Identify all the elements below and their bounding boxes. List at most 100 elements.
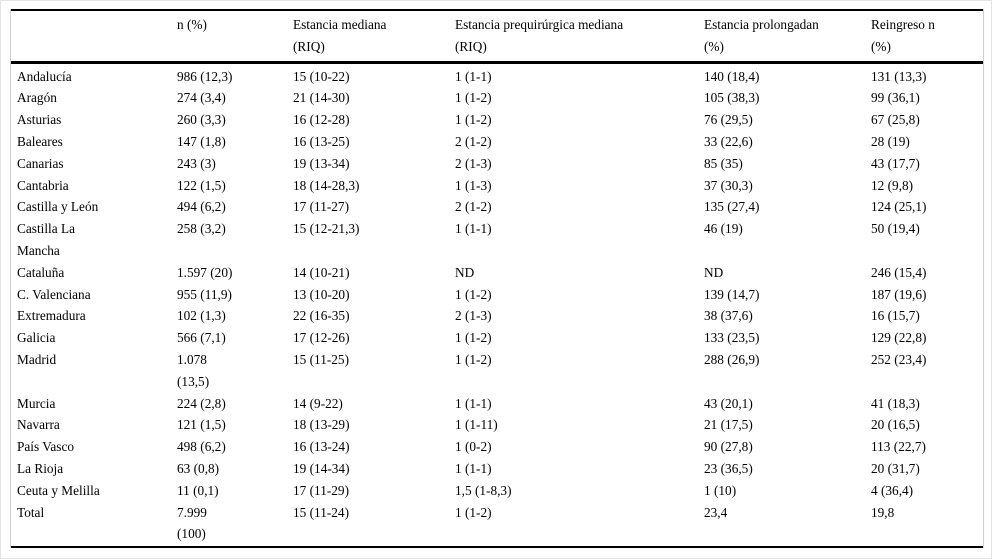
data-cell: 15 (10-22) (293, 68, 350, 84)
table-row: Total 7.999 (100) 15 (11-24) 1 (1-2) 23,4 19,… (11, 501, 983, 549)
data-cell: 1 (1-3) (455, 177, 492, 193)
data-cell: 124 (25,1) (871, 199, 927, 215)
data-cell: 28 (19) (871, 133, 910, 149)
region-cell: Andalucía (17, 68, 72, 84)
column-header-estancia-prequirurgica: Estancia prequirúrgica mediana (RIQ) (449, 8, 698, 64)
region-cell: Madrid (17, 351, 57, 367)
data-cell: 21 (14-30) (293, 90, 350, 106)
data-cell: 14 (9-22) (293, 395, 343, 411)
data-cell: 147 (1,8) (177, 133, 226, 149)
data-cell: 133 (23,5) (704, 330, 760, 346)
data-cell: 498 (6,2) (177, 439, 226, 455)
data-cell: 15 (11-24) (287, 501, 449, 549)
data-cell: 224 (2,8) (177, 395, 226, 411)
data-cell: 1 (1-2) (455, 351, 492, 367)
column-header-estancia-mediana: Estancia mediana (RIQ) (287, 8, 449, 64)
regional-stay-table: n (%) Estancia mediana (RIQ) Estancia pr… (11, 8, 983, 549)
column-header-region (11, 8, 171, 64)
table-row: C. Valenciana 955 (11,9) 13 (10-20) 1 (1-2)… (11, 284, 983, 306)
data-cell: 14 (10-21) (293, 264, 350, 280)
region-cell: País Vasco (17, 439, 75, 455)
data-cell: 37 (30,3) (704, 177, 753, 193)
data-cell: 46 (19) (704, 221, 743, 237)
region-cell: Galicia (17, 330, 56, 346)
data-cell: 76 (29,5) (704, 112, 753, 128)
region-cell: Aragón (17, 90, 57, 106)
data-cell: 12 (9,8) (871, 177, 914, 193)
data-cell: 15 (12-21,3) (293, 221, 360, 237)
data-cell: 63 (0,8) (177, 460, 220, 476)
data-cell: 1.078 (13,5) (177, 351, 210, 389)
region-cell: Navarra (17, 417, 60, 433)
data-cell: 129 (22,8) (871, 330, 927, 346)
data-cell: 43 (17,7) (871, 155, 920, 171)
table-row: Castilla La Mancha 258 (3,2) 15 (12-21,3) 1… (11, 218, 983, 262)
table-row: Canarias 243 (3) 19 (13-34) 2 (1-3) 85 (35) 4… (11, 153, 983, 175)
table-row: Murcia 224 (2,8) 14 (9-22) 1 (1-1) 43 (20,1)… (11, 393, 983, 415)
data-cell: 274 (3,4) (177, 90, 226, 106)
table-row: La Rioja 63 (0,8) 19 (14-34) 1 (1-1) 23 (36,… (11, 458, 983, 480)
data-cell: 67 (25,8) (871, 112, 920, 128)
data-cell: 23,4 (698, 501, 865, 549)
data-cell: 288 (26,9) (704, 351, 760, 367)
table-row: País Vasco 498 (6,2) 16 (13-24) 1 (0-2) 90 (… (11, 436, 983, 458)
data-cell: 566 (7,1) (177, 330, 226, 346)
data-cell: 7.999 (100) (171, 501, 287, 549)
data-cell: 1 (1-2) (455, 286, 492, 302)
region-cell: C. Valenciana (17, 286, 91, 302)
data-cell: 1 (1-1) (455, 460, 492, 476)
data-cell: 18 (13-29) (293, 417, 350, 433)
data-cell: 1 (1-1) (455, 68, 492, 84)
data-cell: 955 (11,9) (177, 286, 232, 302)
header-row: n (%) Estancia mediana (RIQ) Estancia pr… (11, 8, 983, 64)
data-cell: ND (455, 264, 475, 280)
data-cell: 23 (36,5) (704, 460, 753, 476)
data-cell: 19 (14-34) (293, 460, 350, 476)
data-cell: 1 (1-2) (455, 112, 492, 128)
table-row: Asturias 260 (3,3) 16 (12-28) 1 (1-2) 76 (29… (11, 109, 983, 131)
data-cell: 18 (14-28,3) (293, 177, 360, 193)
data-cell: 102 (1,3) (177, 308, 226, 324)
data-cell: 2 (1-3) (455, 308, 492, 324)
region-cell: Cantabria (17, 177, 69, 193)
data-cell: 41 (18,3) (871, 395, 920, 411)
region-cell: La Rioja (17, 460, 64, 476)
data-cell: 33 (22,6) (704, 133, 753, 149)
data-cell: 20 (31,7) (871, 460, 920, 476)
data-cell: 16 (13-25) (293, 133, 350, 149)
data-cell: 11 (0,1) (177, 482, 219, 498)
data-cell: 1 (1-2) (455, 90, 492, 106)
region-cell: Castilla La Mancha (17, 221, 75, 258)
data-cell: 19,8 (865, 501, 983, 549)
data-cell: 90 (27,8) (704, 439, 753, 455)
region-cell: Murcia (17, 395, 56, 411)
region-cell: Asturias (17, 112, 62, 128)
data-cell: 494 (6,2) (177, 199, 226, 215)
data-cell: 260 (3,3) (177, 112, 226, 128)
data-cell: 2 (1-2) (455, 133, 492, 149)
column-header-reingreso: Reingreso n (%) (865, 8, 983, 64)
region-cell: Total (11, 501, 171, 549)
region-cell: Castilla y León (17, 199, 99, 215)
data-cell: 85 (35) (704, 155, 743, 171)
data-cell: 121 (1,5) (177, 417, 226, 433)
data-cell: 16 (12-28) (293, 112, 350, 128)
table-body: Andalucía 986 (12,3) 15 (10-22) 1 (1-1) 140 … (11, 62, 983, 549)
data-cell: 113 (22,7) (871, 439, 926, 455)
data-cell: 243 (3) (177, 155, 216, 171)
table-row: Extremadura 102 (1,3) 22 (16-35) 2 (1-3) 38 … (11, 305, 983, 327)
data-cell: 122 (1,5) (177, 177, 226, 193)
table-row: Baleares 147 (1,8) 16 (13-25) 2 (1-2) 33 (22… (11, 131, 983, 153)
table-row: Ceuta y Melilla 11 (0,1) 17 (11-29) 1,5 (1-… (11, 480, 983, 502)
data-cell: 13 (10-20) (293, 286, 350, 302)
table-row: Aragón 274 (3,4) 21 (14-30) 1 (1-2) 105 (38,… (11, 87, 983, 109)
data-cell: 2 (1-3) (455, 155, 492, 171)
data-cell: 4 (36,4) (871, 482, 914, 498)
data-cell: 131 (13,3) (871, 68, 927, 84)
data-cell: 2 (1-2) (455, 199, 492, 215)
data-cell: 43 (20,1) (704, 395, 753, 411)
regional-stay-table-container: n (%) Estancia mediana (RIQ) Estancia pr… (10, 8, 984, 549)
column-header-estancia-prolongada: Estancia prolongadan (%) (698, 8, 865, 64)
region-cell: Ceuta y Melilla (17, 482, 100, 498)
